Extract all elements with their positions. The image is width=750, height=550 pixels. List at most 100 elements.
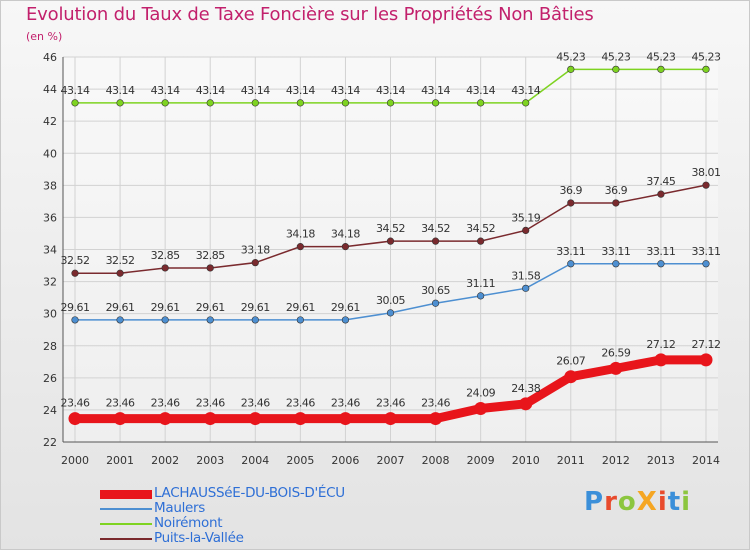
series-2-data-label: 43.14 <box>196 84 225 97</box>
chart-title: Evolution du Taux de Taxe Foncière sur l… <box>26 4 594 25</box>
series-3-point <box>612 199 620 207</box>
series-0-data-label: 23.46 <box>61 397 90 410</box>
series-3-point <box>71 269 79 277</box>
series-1-data-label: 31.58 <box>511 269 540 282</box>
proxiti-logo: ProXiti <box>584 487 691 517</box>
series-1-point <box>251 316 259 324</box>
series-3-point <box>477 237 485 245</box>
x-tick-label: 2005 <box>286 454 314 467</box>
series-2-point <box>116 99 124 107</box>
series-1-point <box>161 316 169 324</box>
x-tick-label: 2008 <box>422 454 450 467</box>
logo-letter: i <box>681 487 692 517</box>
series-0-data-label: 26.07 <box>556 355 585 368</box>
series-0-point <box>384 412 397 426</box>
series-1-point <box>386 309 395 317</box>
series-0-data-label: 23.46 <box>421 397 450 410</box>
series-1-data-label: 29.61 <box>286 301 315 314</box>
y-tick-label: 26 <box>43 372 57 385</box>
series-1-data-label: 33.11 <box>646 245 675 258</box>
series-2-data-label: 43.14 <box>376 84 405 97</box>
series-1-data-label: 29.61 <box>241 301 270 314</box>
series-1-point <box>477 292 485 300</box>
series-1-point <box>206 316 214 324</box>
logo-letter: r <box>604 487 618 517</box>
logo-letter: o <box>617 487 637 517</box>
series-1-point <box>341 316 350 324</box>
series-2-point <box>71 99 79 107</box>
legend-swatch-puits <box>100 538 152 540</box>
x-tick-label: 2012 <box>602 454 630 467</box>
series-1-point <box>296 316 304 324</box>
series-2-point <box>206 99 214 107</box>
series-2-point <box>161 99 169 107</box>
series-1-data-label: 33.11 <box>601 245 630 258</box>
series-2-data-label: 43.14 <box>106 84 135 97</box>
series-3-data-label: 34.18 <box>286 228 315 241</box>
series-0-data-label: 23.46 <box>331 397 360 410</box>
series-0-data-label: 23.46 <box>241 397 270 410</box>
series-2-point <box>251 99 259 107</box>
series-1-point <box>657 260 665 268</box>
y-tick-label: 38 <box>43 179 57 192</box>
series-3-data-label: 35.19 <box>511 211 540 224</box>
series-0-point <box>654 353 668 367</box>
x-tick-label: 2004 <box>241 454 269 467</box>
series-3-data-label: 34.52 <box>466 222 495 235</box>
series-3-point <box>567 199 575 207</box>
legend-swatch-lachaussee <box>100 490 152 499</box>
series-0-data-label: 23.46 <box>151 397 180 410</box>
legend-swatch-maulers <box>100 508 152 510</box>
series-3-data-label: 37.45 <box>646 175 675 188</box>
series-2-data-label: 45.23 <box>556 50 585 63</box>
series-0-data-label: 23.46 <box>106 397 135 410</box>
legend-label-maulers: Maulers <box>154 500 206 516</box>
series-1-data-label: 29.61 <box>61 301 90 314</box>
x-tick-label: 2006 <box>331 454 359 467</box>
series-3-group <box>71 181 710 277</box>
series-2-data-label: 43.14 <box>421 84 450 97</box>
series-3-point <box>702 181 710 189</box>
x-tick-label: 2013 <box>647 454 675 467</box>
y-tick-label: 24 <box>43 404 57 417</box>
axis-layer: 22 24 26 28 30 32 34 36 38 40 42 44 46 2000 2001 2002 20… <box>43 51 720 467</box>
series-0-point <box>113 412 127 426</box>
series-layer <box>68 65 713 426</box>
x-tick-label: 2014 <box>692 454 720 467</box>
series-2-point <box>657 65 665 73</box>
series-3-data-label: 36.9 <box>605 184 628 197</box>
data-label-layer: 29.61 29.61 29.61 29.61 29.61 29.61 29.61 30.05… <box>61 50 722 410</box>
series-0-point <box>609 361 623 375</box>
series-1-data-label: 29.61 <box>196 301 225 314</box>
y-tick-label: 30 <box>43 308 57 321</box>
series-3-data-label: 34.52 <box>376 222 405 235</box>
series-3-point <box>116 269 124 277</box>
series-2-data-label: 43.14 <box>511 84 540 97</box>
x-tick-label: 2010 <box>512 454 540 467</box>
series-2-data-label: 43.14 <box>331 84 360 97</box>
series-0-point <box>519 397 533 411</box>
series-3-point <box>251 259 259 267</box>
legend-label-puits: Puits-la-Vallée <box>154 530 244 546</box>
series-0-point <box>248 412 262 426</box>
series-1-data-label: 31.11 <box>466 277 495 290</box>
y-tick-label: 32 <box>43 276 57 289</box>
y-tick-label: 22 <box>43 436 57 449</box>
series-0-point <box>699 353 713 367</box>
series-0-data-label: 27.12 <box>646 338 675 351</box>
series-1-point <box>522 284 530 292</box>
series-0-data-label: 24.09 <box>466 386 495 399</box>
series-3-point <box>206 264 214 272</box>
series-3-data-label: 36.9 <box>560 184 583 197</box>
series-3-point <box>386 237 395 245</box>
series-2-data-label: 43.14 <box>241 84 270 97</box>
series-0-data-label: 23.46 <box>286 397 315 410</box>
series-3-data-label: 33.18 <box>241 244 270 257</box>
series-3-data-label: 32.52 <box>61 254 90 267</box>
series-3-data-label: 32.52 <box>106 254 135 267</box>
series-1-data-label: 29.61 <box>331 301 360 314</box>
x-tick-label: 2003 <box>196 454 224 467</box>
series-2-point <box>431 99 440 107</box>
series-3-data-label: 38.01 <box>692 166 721 179</box>
